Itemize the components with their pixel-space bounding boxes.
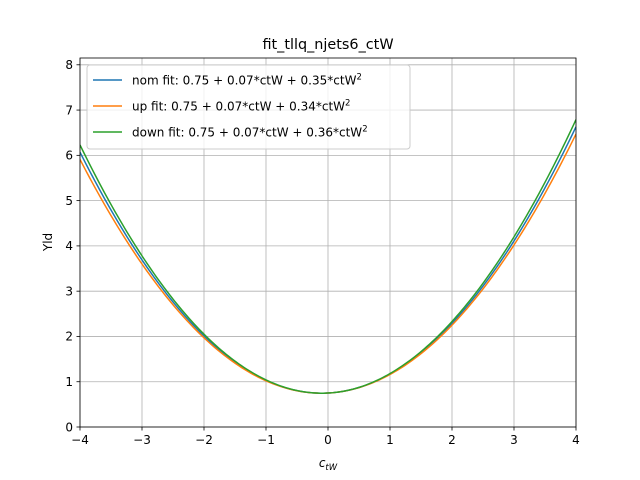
y-tick-label: 6 <box>65 149 73 163</box>
x-tick-label: 0 <box>324 433 332 447</box>
y-axis: 0 1 2 3 4 5 6 7 8 <box>65 58 80 434</box>
y-tick-label: 8 <box>65 58 73 72</box>
x-tick-label: −3 <box>133 433 151 447</box>
legend-entry-text: nom fit: 0.75 + 0.07*ctW + 0.35*ctW <box>132 73 357 87</box>
legend-entry-superscript: 2 <box>345 98 350 108</box>
y-axis-label: Yld <box>41 233 55 252</box>
y-tick-label: 4 <box>65 239 73 253</box>
series-line-2 <box>80 119 576 394</box>
legend-entry-superscript: 2 <box>356 72 361 82</box>
legend-entry: up fit: 0.75 + 0.07*ctW + 0.34*ctW2 <box>132 98 350 113</box>
y-tick-label: 5 <box>65 194 73 208</box>
y-tick-label: 7 <box>65 103 73 117</box>
x-axis-label-main: c <box>319 456 326 470</box>
y-tick-label: 0 <box>65 420 73 434</box>
series-group <box>80 119 576 394</box>
x-axis-label-subscript: tW <box>325 463 337 473</box>
legend-entry: nom fit: 0.75 + 0.07*ctW + 0.35*ctW2 <box>132 72 362 87</box>
legend-entry-text: up fit: 0.75 + 0.07*ctW + 0.34*ctW <box>132 99 345 113</box>
y-tick-label: 2 <box>65 330 73 344</box>
legend-entry-superscript: 2 <box>362 124 367 134</box>
x-tick-label: 1 <box>386 433 394 447</box>
x-axis-label: ctW <box>319 456 338 473</box>
chart-title: fit_tllq_njets6_ctW <box>262 37 393 53</box>
x-tick-label: 3 <box>510 433 518 447</box>
y-tick-label: 1 <box>65 375 73 389</box>
x-tick-label: 2 <box>448 433 456 447</box>
legend-entry: down fit: 0.75 + 0.07*ctW + 0.36*ctW2 <box>132 124 368 139</box>
y-tick-label: 3 <box>65 284 73 298</box>
x-tick-label: 4 <box>572 433 580 447</box>
x-axis: −4 −3 −2 −1 0 1 2 3 4 <box>71 427 580 447</box>
x-tick-label: −2 <box>195 433 213 447</box>
x-tick-label: −1 <box>257 433 275 447</box>
legend-box <box>86 64 411 150</box>
x-tick-label: −4 <box>71 433 89 447</box>
legend-entry-text: down fit: 0.75 + 0.07*ctW + 0.36*ctW <box>132 125 362 139</box>
